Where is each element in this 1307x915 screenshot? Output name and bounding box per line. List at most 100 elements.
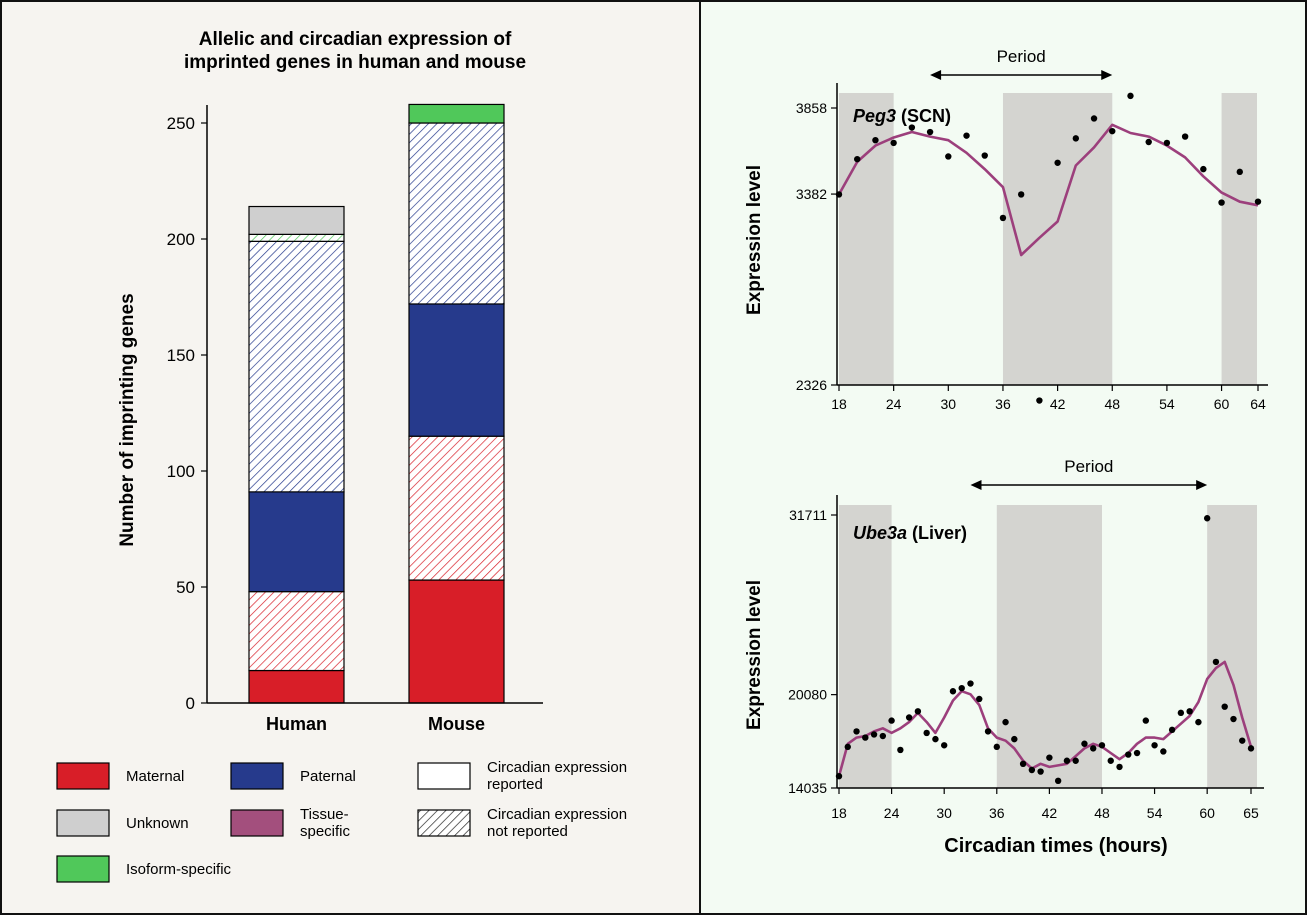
- bar-segment-maternal-reported: [408, 579, 505, 704]
- data-point: [1239, 737, 1246, 744]
- line-x-tick-label: 24: [884, 805, 900, 821]
- bar-segment-maternal-not-reported: [408, 435, 505, 581]
- data-point: [1125, 751, 1132, 758]
- bar-segment-unknown-reported: [248, 205, 345, 235]
- line-x-tick-label: 60: [1214, 396, 1230, 412]
- data-point: [1019, 760, 1027, 768]
- line-x-tick-label: 60: [1199, 805, 1215, 821]
- data-point: [844, 743, 851, 751]
- legend-swatch: [230, 809, 284, 837]
- data-point: [1107, 757, 1114, 764]
- line-y-tick-label: 2326: [796, 377, 827, 393]
- bar-chart-title-line-1: Allelic and circadian expression of: [199, 29, 512, 50]
- line-chart-x-label: Circadian times (hours): [944, 835, 1167, 857]
- left-panel-background: [0, 0, 700, 915]
- data-point: [1200, 165, 1207, 173]
- data-point: [1054, 159, 1061, 166]
- bar-segment-paternal-not-reported: [408, 122, 505, 305]
- legend-label: Tissue-: [300, 806, 349, 823]
- imprinted-genes-bar-chart: Allelic and circadian expression of impr…: [117, 29, 543, 734]
- data-point: [854, 155, 861, 163]
- data-point: [1046, 754, 1053, 761]
- data-point: [958, 684, 965, 692]
- legend-swatch: [417, 762, 471, 790]
- line-x-tick-label: 54: [1159, 396, 1175, 412]
- line-x-tick-label: 48: [1094, 805, 1110, 821]
- data-point: [879, 732, 887, 740]
- bar-chart-y-ticks: 0 50 100 150 200 250: [167, 114, 207, 713]
- legend-label: not reported: [487, 823, 568, 840]
- data-point: [1221, 703, 1228, 710]
- bar-y-tick-label: 100: [167, 462, 195, 481]
- gene-tissue-label: Ube3a (Liver): [853, 523, 967, 543]
- gene-tissue-label: Peg3 (SCN): [853, 106, 951, 126]
- bar-chart-y-label: Number of imprinting genes: [117, 293, 138, 546]
- line-chart-y-label: Expression level: [744, 580, 765, 730]
- tissue-name: (Liver): [907, 523, 967, 543]
- data-point: [1072, 135, 1080, 142]
- data-point: [1151, 742, 1158, 749]
- line-x-tick-label: 42: [1050, 396, 1066, 412]
- data-point: [1002, 718, 1009, 726]
- bar-y-tick-label: 150: [167, 346, 195, 365]
- bar-category-label: Human: [266, 714, 327, 734]
- dark-phase-band: [839, 93, 894, 385]
- data-point: [976, 695, 983, 703]
- data-point: [1127, 92, 1134, 100]
- legend-swatch: [417, 809, 471, 837]
- legend-swatch: [56, 855, 110, 883]
- bar-segment-paternal-not-reported: [248, 240, 345, 493]
- bar-segment-isoform-specific-reported: [408, 103, 505, 124]
- bar-y-tick-label: 250: [167, 114, 195, 133]
- data-point: [1186, 708, 1193, 715]
- line-x-tick-label: 18: [831, 396, 847, 412]
- data-point: [890, 139, 897, 147]
- bar-y-tick-label: 200: [167, 230, 195, 249]
- data-point: [923, 729, 930, 737]
- data-point: [1247, 745, 1255, 752]
- tissue-name: (SCN): [896, 106, 951, 126]
- data-point: [949, 688, 957, 695]
- data-point: [1072, 757, 1079, 764]
- bar-segment-maternal-reported: [248, 669, 345, 704]
- data-point: [926, 128, 934, 136]
- dark-phase-band: [1002, 93, 1113, 385]
- bar-category-label: Mouse: [428, 714, 485, 734]
- data-point: [999, 214, 1007, 222]
- data-point: [967, 680, 974, 687]
- data-point: [870, 731, 878, 738]
- legend-label: reported: [487, 776, 543, 793]
- line-x-tick-label: 65: [1243, 805, 1259, 821]
- data-point: [963, 132, 970, 139]
- line-chart-y-label: Expression level: [744, 165, 765, 315]
- bar-chart-bars: [248, 103, 505, 704]
- gene-name: Peg3: [853, 106, 896, 126]
- data-point: [1133, 749, 1141, 757]
- data-point: [1163, 139, 1171, 147]
- data-point: [1236, 168, 1243, 176]
- data-point: [945, 153, 952, 160]
- data-point: [1254, 198, 1262, 205]
- data-point: [888, 717, 895, 724]
- line-x-tick-label: 30: [936, 805, 952, 821]
- period-arrow-head-left: [970, 480, 982, 490]
- gene-name: Ube3a: [853, 523, 907, 543]
- legend-label: Paternal: [300, 768, 356, 785]
- data-point: [1090, 115, 1098, 122]
- period-label: Period: [1064, 457, 1113, 476]
- bar-segment-isoform-specific-not-reported: [248, 233, 345, 242]
- line-x-tick-label: 54: [1147, 805, 1163, 821]
- legend-label: Maternal: [126, 768, 184, 785]
- bar-segment-maternal-not-reported: [248, 591, 345, 672]
- line-x-tick-label: 36: [995, 396, 1011, 412]
- line-x-tick-label: 64: [1250, 396, 1266, 412]
- bar-segment-paternal-reported: [248, 491, 345, 593]
- data-point: [984, 728, 992, 735]
- data-point: [835, 772, 843, 780]
- legend-swatch: [56, 762, 110, 790]
- data-point: [1036, 397, 1043, 404]
- fitted-curve: [837, 123, 1259, 257]
- line-y-tick-label: 20080: [788, 687, 827, 703]
